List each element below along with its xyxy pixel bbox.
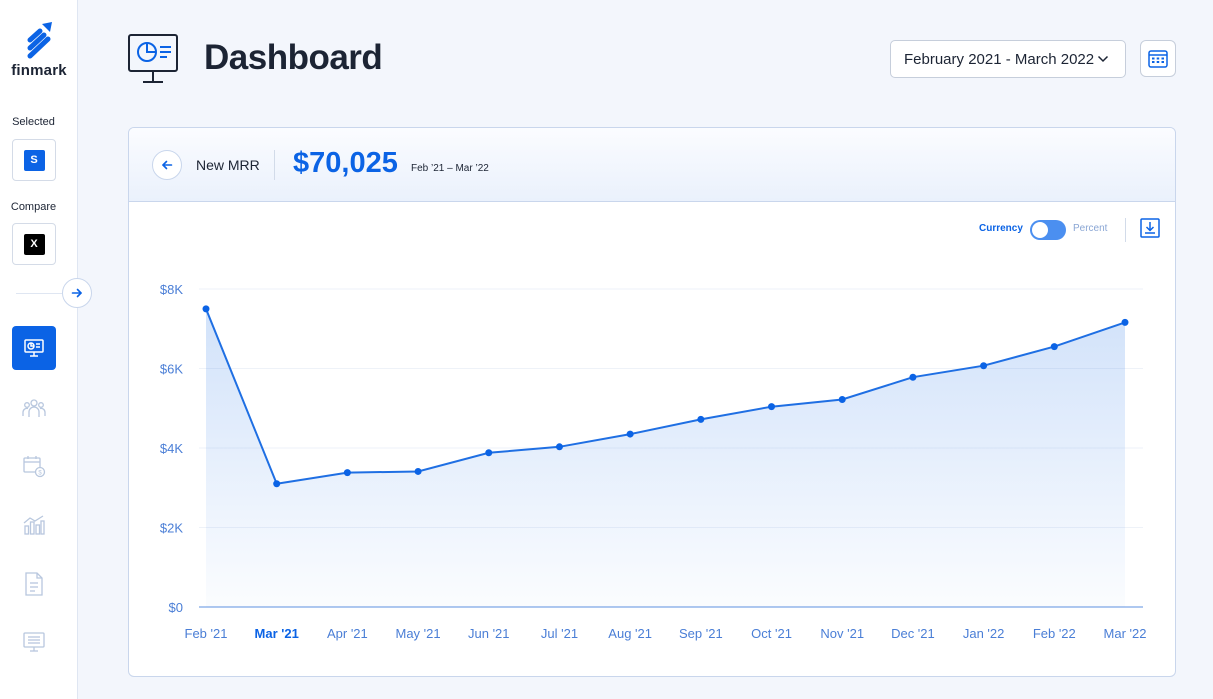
data-point[interactable]: [1121, 318, 1129, 326]
x-tick-label[interactable]: Oct '21: [751, 626, 792, 641]
data-point[interactable]: [768, 403, 776, 411]
selected-company-badge: S: [23, 149, 45, 171]
data-point[interactable]: [273, 480, 281, 488]
brand-logo[interactable]: finmark: [0, 20, 78, 79]
data-point[interactable]: [697, 415, 705, 423]
nav-reports[interactable]: [12, 503, 56, 547]
sidebar: finmark Selected S Compare X: [0, 0, 78, 699]
arrow-left-icon: [162, 160, 173, 170]
data-point[interactable]: [909, 373, 917, 381]
calendar-button[interactable]: [1140, 40, 1176, 77]
dashboard-icon: [24, 339, 44, 357]
header-divider: [274, 150, 275, 180]
data-point[interactable]: [485, 449, 493, 457]
svg-text:$: $: [38, 471, 42, 477]
expand-sidebar-button[interactable]: [62, 278, 92, 308]
bar-chart-icon: [23, 515, 45, 535]
nav-settings[interactable]: [12, 620, 56, 664]
sidebar-divider: [16, 293, 62, 294]
currency-percent-toggle[interactable]: [1030, 220, 1066, 240]
y-tick-label: $6K: [160, 362, 183, 377]
chart-area-fill: [206, 308, 1125, 607]
sliders-monitor-icon: [23, 632, 45, 652]
y-tick-label: $8K: [160, 282, 183, 297]
nav-dashboard[interactable]: [12, 326, 56, 370]
x-tick-label[interactable]: Mar '21: [255, 626, 299, 641]
x-tick-label[interactable]: Jul '21: [541, 626, 578, 641]
finmark-logo-icon: [27, 22, 52, 59]
nav-billing[interactable]: $: [12, 444, 56, 488]
controls-divider: [1125, 218, 1126, 242]
data-point[interactable]: [414, 467, 422, 475]
compare-company-badge: X: [23, 233, 45, 255]
new-mrr-line-chart: Feb '21 Mar '21 Apr '21 May '21 Jun '21 Jul '…: [160, 282, 1147, 641]
metric-card: New MRR $70,025 Feb ’21 – Mar ’22 Curren…: [128, 127, 1176, 677]
y-tick-label: $0: [169, 600, 183, 615]
x-tick-label[interactable]: Sep '21: [679, 626, 723, 641]
compare-company-button[interactable]: X: [12, 223, 56, 265]
toggle-currency-label[interactable]: Currency: [979, 223, 1023, 234]
page-title: Dashboard: [204, 38, 383, 77]
chart-series-line: [205, 308, 1126, 485]
calendar-dollar-icon: $: [23, 456, 46, 478]
selected-label: Selected: [12, 116, 55, 128]
y-tick-label: $2K: [160, 521, 183, 536]
x-tick-label[interactable]: Feb '21: [185, 626, 228, 641]
data-point[interactable]: [1050, 343, 1058, 351]
x-tick-label[interactable]: Mar '22: [1104, 626, 1147, 641]
metric-name: New MRR: [196, 157, 260, 173]
data-point[interactable]: [202, 305, 210, 313]
metric-range: Feb ’21 – Mar ’22: [411, 163, 489, 174]
x-tick-label[interactable]: Jun '21: [468, 626, 510, 641]
calendar-icon: [1148, 49, 1168, 68]
date-range-select[interactable]: February 2021 - March 2022: [890, 40, 1126, 78]
card-header: New MRR $70,025 Feb ’21 – Mar ’22: [129, 128, 1175, 202]
back-button[interactable]: [152, 150, 182, 180]
document-icon: [25, 572, 43, 596]
chevron-down-icon: [1097, 55, 1109, 63]
x-tick-label[interactable]: Dec '21: [891, 626, 935, 641]
x-tick-label[interactable]: Feb '22: [1033, 626, 1076, 641]
data-point[interactable]: [980, 362, 988, 370]
dashboard-monitor-icon: [128, 34, 178, 83]
data-point[interactable]: [343, 469, 351, 477]
nav-documents[interactable]: [12, 562, 56, 606]
date-range-value: February 2021 - March 2022: [904, 50, 1095, 68]
brand-name: finmark: [11, 62, 67, 79]
toggle-percent-label[interactable]: Percent: [1073, 223, 1108, 234]
toggle-knob: [1032, 222, 1048, 238]
compare-label: Compare: [10, 201, 57, 213]
x-tick-label[interactable]: Jan '22: [963, 626, 1005, 641]
selected-company-button[interactable]: S: [12, 139, 56, 181]
data-point[interactable]: [555, 443, 563, 451]
x-tick-label[interactable]: May '21: [396, 626, 441, 641]
x-tick-label[interactable]: Aug '21: [608, 626, 652, 641]
nav-people[interactable]: [12, 386, 56, 430]
download-icon[interactable]: [1139, 217, 1161, 239]
people-icon: [22, 399, 46, 417]
x-tick-label[interactable]: Apr '21: [327, 626, 368, 641]
x-tick-label[interactable]: Nov '21: [820, 626, 864, 641]
y-tick-label: $4K: [160, 441, 183, 456]
data-point[interactable]: [838, 396, 846, 404]
data-point[interactable]: [626, 430, 634, 438]
arrow-right-icon: [71, 288, 82, 298]
metric-value: $70,025: [293, 147, 398, 179]
